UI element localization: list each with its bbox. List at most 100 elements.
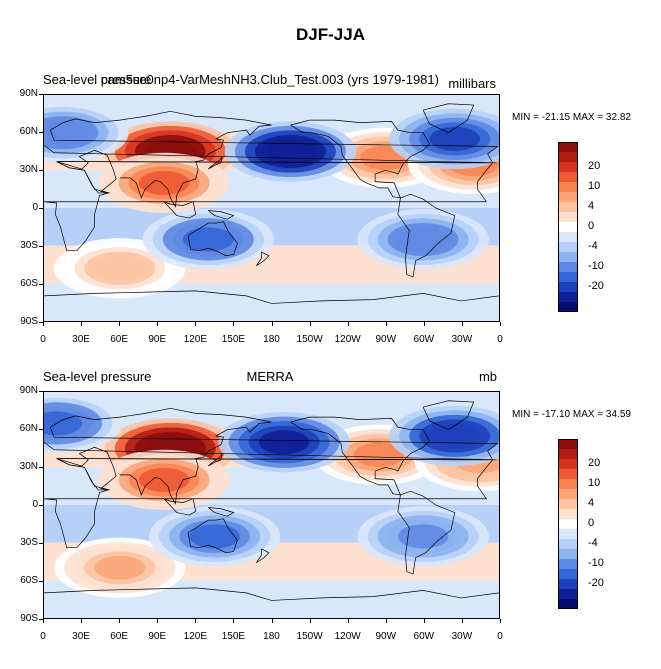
lon-tick [81, 322, 83, 326]
lon-tick [500, 322, 501, 326]
colorbar-label: -20 [588, 280, 604, 292]
lon-tick [271, 619, 273, 623]
coastline [256, 549, 269, 563]
lat-tick [39, 619, 43, 620]
lat-tick-label: 60S [20, 575, 38, 586]
panel-model-colorbar [558, 142, 578, 312]
coastline [44, 459, 493, 548]
coastline [164, 202, 196, 218]
panel-reference: Sea-level pressure MERRA mb MIN = -17.10… [0, 369, 661, 669]
high-pressure-contour [94, 555, 146, 580]
colorbar-segment [558, 142, 578, 152]
lon-tick-label: 60W [413, 631, 435, 642]
colorbar-segment [558, 172, 578, 182]
colorbar-segment [558, 599, 578, 609]
lon-tick-label: 120E [183, 334, 207, 345]
lon-tick-label: 60E [110, 334, 129, 345]
colorbar-label: -4 [588, 537, 598, 549]
colorbar-segment [558, 499, 578, 509]
colorbar-segment [558, 529, 578, 539]
lat-tick-label: 60N [19, 126, 38, 137]
lat-tick-label: 0 [32, 202, 38, 213]
colorbar-label: -10 [588, 557, 604, 569]
lon-tick-label: 180 [263, 334, 280, 345]
colorbar-label: -4 [588, 240, 598, 252]
low-pressure-contour [397, 524, 449, 549]
panel-reference-minmax: MIN = -17.10 MAX = 34.59 [512, 409, 631, 420]
colorbar-segment [558, 212, 578, 222]
panel-model-units: millibars [448, 76, 496, 91]
lon-tick-label: 90E [148, 334, 167, 345]
colorbar-label: 0 [588, 517, 595, 529]
panel-reference-units: mb [478, 369, 497, 384]
lon-tick-label: 150E [221, 631, 246, 642]
colorbar-segment [558, 469, 578, 479]
coastline [208, 211, 233, 220]
colorbar-segment [558, 479, 578, 489]
colorbar-segment [558, 182, 578, 192]
lat-tick [39, 284, 43, 285]
lon-tick [461, 619, 463, 623]
low-pressure-contour [429, 126, 481, 151]
panel-model-title: Sea-level pressure [43, 72, 152, 87]
colorbar-segment [558, 459, 578, 469]
lon-tick [195, 619, 197, 623]
colorbar-label: 10 [588, 180, 601, 192]
lon-tick [309, 322, 311, 326]
lon-tick [157, 619, 159, 623]
colorbar-segment [558, 272, 578, 282]
colorbar-segment [558, 519, 578, 529]
low-pressure-contour [44, 120, 89, 145]
colorbar-label: 4 [588, 200, 595, 212]
lat-tick-label: 90S [20, 316, 38, 327]
colorbar-segment [558, 292, 578, 302]
panel-model-minmax: MIN = -21.15 MAX = 32.82 [512, 112, 631, 123]
panel-reference-colorbar [558, 439, 578, 609]
lat-tick [39, 505, 43, 506]
colorbar-segment [558, 242, 578, 252]
coastline [120, 125, 272, 207]
lat-tick-label: 30S [20, 537, 38, 548]
panel-reference-title: Sea-level pressure [43, 369, 152, 384]
lat-tick [39, 429, 43, 430]
lon-tick [385, 619, 387, 623]
lon-tick-label: 180 [263, 631, 280, 642]
coastline [120, 422, 272, 504]
panel-reference-subtitle: MERRA [246, 369, 294, 384]
colorbar-segment [558, 449, 578, 459]
coastline [44, 588, 499, 601]
colorbar-label: 20 [588, 160, 601, 172]
lon-tick-label: 90W [375, 631, 397, 642]
colorbar-segment [558, 302, 578, 312]
lon-tick-label: 120W [334, 334, 361, 345]
colorbar-segment [558, 162, 578, 172]
coastline [398, 194, 455, 277]
lat-tick [39, 543, 43, 544]
lon-tick [309, 619, 311, 623]
low-pressure-contour [44, 411, 82, 436]
colorbar-segment [558, 222, 578, 232]
lon-tick-label: 0 [40, 631, 46, 642]
lon-tick [195, 322, 197, 326]
lon-tick-label: 0 [497, 631, 503, 642]
colorbar-segment [558, 489, 578, 499]
panel-model: Sea-level pressure cam5se0np4-VarMeshNH3… [0, 72, 661, 372]
lat-tick [39, 467, 43, 468]
lon-tick-label: 30E [72, 334, 90, 345]
lat-tick-label: 90S [20, 613, 38, 624]
lon-tick [423, 322, 425, 326]
coastline [188, 222, 237, 256]
lon-tick [347, 619, 349, 623]
lat-tick [39, 581, 43, 582]
lat-tick-label: 60N [19, 423, 38, 434]
lon-tick-label: 60E [110, 631, 129, 642]
low-pressure-contour [183, 227, 234, 252]
lat-tick [39, 94, 43, 95]
colorbar-label: 4 [588, 497, 595, 509]
lon-tick-label: 120W [334, 631, 361, 642]
lon-tick [157, 322, 159, 326]
coastline [208, 157, 222, 170]
lon-tick-label: 90E [148, 631, 167, 642]
lat-tick-label: 30S [20, 240, 38, 251]
lat-tick [39, 391, 43, 392]
